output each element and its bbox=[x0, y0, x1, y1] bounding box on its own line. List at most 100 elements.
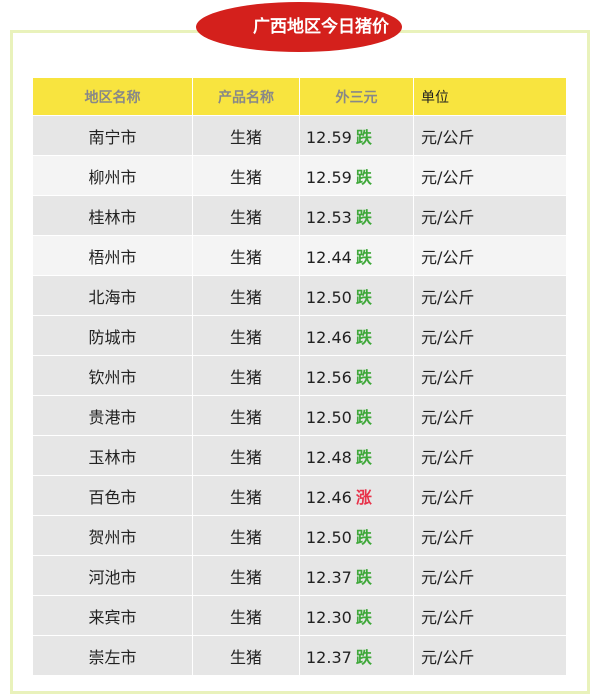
region-cell: 梧州市 bbox=[33, 235, 193, 276]
trend-label: 跌 bbox=[355, 367, 372, 387]
product-cell: 生猪 bbox=[192, 475, 300, 516]
product-cell: 生猪 bbox=[192, 315, 300, 356]
table-row: 玉林市 生猪 12.48 跌 元/公斤 bbox=[33, 435, 567, 476]
unit-cell: 元/公斤 bbox=[413, 355, 567, 396]
trend-label: 跌 bbox=[355, 287, 372, 307]
region-cell: 南宁市 bbox=[33, 115, 193, 156]
table-row: 贺州市 生猪 12.50 跌 元/公斤 bbox=[33, 515, 567, 556]
trend-label: 涨 bbox=[355, 487, 372, 507]
region-cell: 玉林市 bbox=[33, 435, 193, 476]
price-value: 12.50 bbox=[306, 407, 352, 427]
region-cell: 钦州市 bbox=[33, 355, 193, 396]
price-table: 地区名称 产品名称 外三元 单位 南宁市 生猪 12.59 跌 元/公斤 柳州市 生… bbox=[33, 78, 567, 676]
region-cell: 柳州市 bbox=[33, 155, 193, 196]
table-row: 贵港市 生猪 12.50 跌 元/公斤 bbox=[33, 395, 567, 436]
region-cell: 崇左市 bbox=[33, 635, 193, 676]
trend-label: 跌 bbox=[355, 447, 372, 467]
region-cell: 防城市 bbox=[33, 315, 193, 356]
product-cell: 生猪 bbox=[192, 635, 300, 676]
price-cell: 12.46 涨 bbox=[299, 475, 414, 516]
product-cell: 生猪 bbox=[192, 155, 300, 196]
unit-cell: 元/公斤 bbox=[413, 475, 567, 516]
price-cell: 12.53 跌 bbox=[299, 195, 414, 236]
price-cell: 12.59 跌 bbox=[299, 155, 414, 196]
unit-cell: 元/公斤 bbox=[413, 115, 567, 156]
unit-cell: 元/公斤 bbox=[413, 435, 567, 476]
trend-label: 跌 bbox=[355, 207, 372, 227]
price-value: 12.37 bbox=[306, 567, 352, 587]
product-cell: 生猪 bbox=[192, 235, 300, 276]
product-cell: 生猪 bbox=[192, 595, 300, 636]
price-cell: 12.48 跌 bbox=[299, 435, 414, 476]
product-cell: 生猪 bbox=[192, 395, 300, 436]
table-row: 柳州市 生猪 12.59 跌 元/公斤 bbox=[33, 155, 567, 196]
header-unit: 单位 bbox=[413, 78, 567, 116]
price-value: 12.46 bbox=[306, 487, 352, 507]
unit-cell: 元/公斤 bbox=[413, 235, 567, 276]
unit-cell: 元/公斤 bbox=[413, 555, 567, 596]
product-cell: 生猪 bbox=[192, 355, 300, 396]
unit-cell: 元/公斤 bbox=[413, 595, 567, 636]
trend-label: 跌 bbox=[355, 167, 372, 187]
unit-cell: 元/公斤 bbox=[413, 275, 567, 316]
unit-cell: 元/公斤 bbox=[413, 315, 567, 356]
trend-label: 跌 bbox=[355, 567, 372, 587]
table-row: 梧州市 生猪 12.44 跌 元/公斤 bbox=[33, 235, 567, 276]
region-cell: 来宾市 bbox=[33, 595, 193, 636]
product-cell: 生猪 bbox=[192, 435, 300, 476]
table-row: 崇左市 生猪 12.37 跌 元/公斤 bbox=[33, 635, 567, 676]
table-row: 来宾市 生猪 12.30 跌 元/公斤 bbox=[33, 595, 567, 636]
price-cell: 12.44 跌 bbox=[299, 235, 414, 276]
product-cell: 生猪 bbox=[192, 515, 300, 556]
unit-cell: 元/公斤 bbox=[413, 395, 567, 436]
product-cell: 生猪 bbox=[192, 275, 300, 316]
price-cell: 12.56 跌 bbox=[299, 355, 414, 396]
trend-label: 跌 bbox=[355, 647, 372, 667]
table-row: 河池市 生猪 12.37 跌 元/公斤 bbox=[33, 555, 567, 596]
table-row: 百色市 生猪 12.46 涨 元/公斤 bbox=[33, 475, 567, 516]
price-value: 12.50 bbox=[306, 287, 352, 307]
trend-label: 跌 bbox=[355, 327, 372, 347]
price-value: 12.46 bbox=[306, 327, 352, 347]
header-product: 产品名称 bbox=[192, 78, 300, 116]
region-cell: 河池市 bbox=[33, 555, 193, 596]
region-cell: 贺州市 bbox=[33, 515, 193, 556]
table-header: 地区名称 产品名称 外三元 单位 bbox=[33, 78, 567, 116]
trend-label: 跌 bbox=[355, 407, 372, 427]
header-price: 外三元 bbox=[299, 78, 414, 116]
price-value: 12.30 bbox=[306, 607, 352, 627]
price-value: 12.44 bbox=[306, 247, 352, 267]
price-value: 12.56 bbox=[306, 367, 352, 387]
trend-label: 跌 bbox=[355, 607, 372, 627]
price-value: 12.37 bbox=[306, 647, 352, 667]
price-cell: 12.37 跌 bbox=[299, 635, 414, 676]
price-value: 12.48 bbox=[306, 447, 352, 467]
price-cell: 12.59 跌 bbox=[299, 115, 414, 156]
price-cell: 12.50 跌 bbox=[299, 275, 414, 316]
price-cell: 12.30 跌 bbox=[299, 595, 414, 636]
table-row: 钦州市 生猪 12.56 跌 元/公斤 bbox=[33, 355, 567, 396]
region-cell: 桂林市 bbox=[33, 195, 193, 236]
price-cell: 12.37 跌 bbox=[299, 555, 414, 596]
table-row: 桂林市 生猪 12.53 跌 元/公斤 bbox=[33, 195, 567, 236]
price-cell: 12.50 跌 bbox=[299, 395, 414, 436]
header-region: 地区名称 bbox=[33, 78, 193, 116]
title-badge: 广西地区今日猪价 bbox=[196, 2, 402, 52]
price-value: 12.53 bbox=[306, 207, 352, 227]
unit-cell: 元/公斤 bbox=[413, 515, 567, 556]
trend-label: 跌 bbox=[355, 127, 372, 147]
price-value: 12.59 bbox=[306, 167, 352, 187]
region-cell: 北海市 bbox=[33, 275, 193, 316]
region-cell: 百色市 bbox=[33, 475, 193, 516]
page-title: 广西地区今日猪价 bbox=[253, 17, 389, 37]
price-cell: 12.46 跌 bbox=[299, 315, 414, 356]
trend-label: 跌 bbox=[355, 527, 372, 547]
unit-cell: 元/公斤 bbox=[413, 155, 567, 196]
product-cell: 生猪 bbox=[192, 555, 300, 596]
product-cell: 生猪 bbox=[192, 195, 300, 236]
unit-cell: 元/公斤 bbox=[413, 635, 567, 676]
price-cell: 12.50 跌 bbox=[299, 515, 414, 556]
price-value: 12.59 bbox=[306, 127, 352, 147]
unit-cell: 元/公斤 bbox=[413, 195, 567, 236]
table-row: 防城市 生猪 12.46 跌 元/公斤 bbox=[33, 315, 567, 356]
